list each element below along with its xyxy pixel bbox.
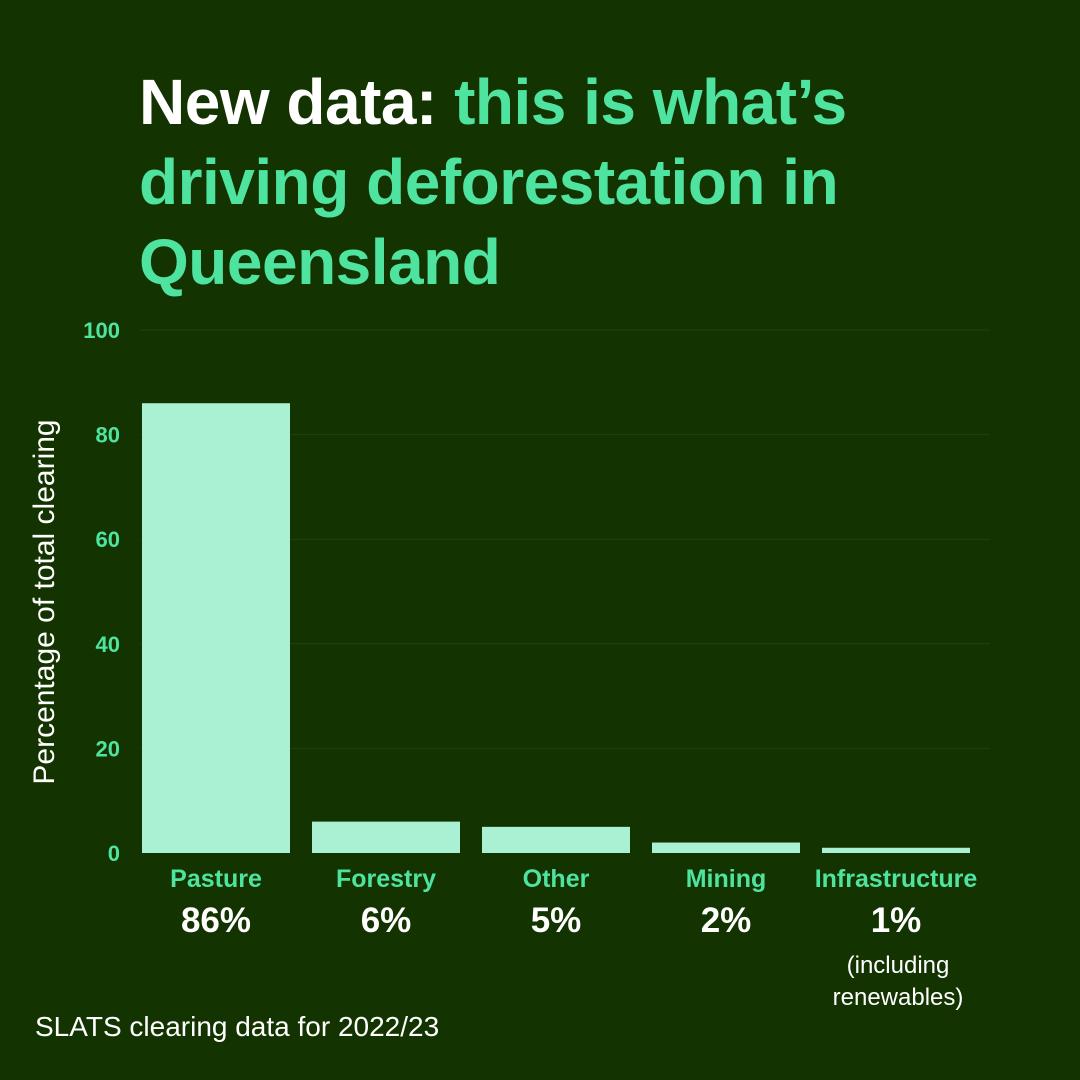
category-label: Other bbox=[523, 865, 590, 893]
value-label: 86% bbox=[181, 901, 251, 940]
y-tick-label: 0 bbox=[108, 841, 120, 866]
bar bbox=[482, 826, 630, 853]
y-tick-label: 100 bbox=[83, 318, 120, 343]
source-note: SLATS clearing data for 2022/23 bbox=[35, 1011, 440, 1042]
bar bbox=[652, 842, 800, 853]
title-subject: this is what’s driving deforestation in … bbox=[139, 66, 847, 298]
value-label: 2% bbox=[701, 901, 752, 940]
bar bbox=[822, 847, 970, 853]
bar bbox=[312, 821, 460, 853]
y-tick-label: 60 bbox=[96, 527, 120, 552]
value-label: 1% bbox=[871, 901, 922, 940]
category-note: renewables) bbox=[833, 984, 964, 1011]
category-label: Infrastructure bbox=[815, 865, 978, 893]
chart-title: New data: this is what’s driving defores… bbox=[139, 62, 1039, 302]
value-label: 6% bbox=[361, 901, 412, 940]
category-label: Forestry bbox=[336, 865, 436, 893]
y-tick-label: 80 bbox=[96, 423, 120, 448]
title-highlight: New data: bbox=[139, 66, 437, 138]
category-label: Mining bbox=[686, 865, 767, 893]
y-tick-label: 40 bbox=[96, 632, 120, 657]
value-label: 5% bbox=[531, 901, 582, 940]
y-tick-label: 20 bbox=[96, 736, 120, 761]
category-note: (including bbox=[847, 952, 950, 979]
bar bbox=[142, 403, 290, 853]
category-label: Pasture bbox=[170, 865, 262, 893]
